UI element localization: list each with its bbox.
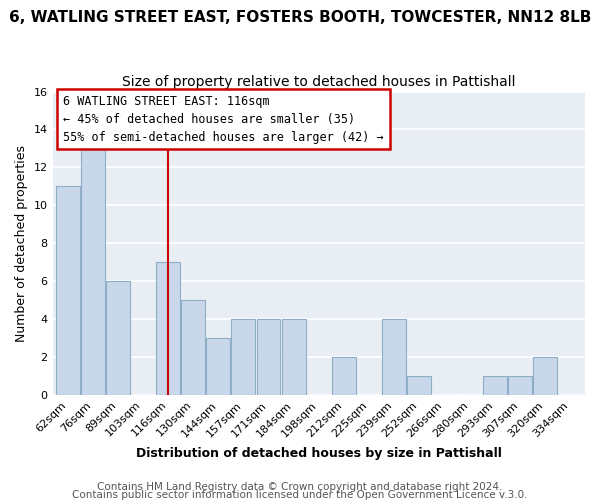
Bar (257, 319, 280, 395)
Bar (332, 357, 356, 395)
Bar (156, 262, 180, 395)
Bar (206, 338, 230, 395)
Bar (81, 148, 104, 395)
Bar (533, 357, 557, 395)
Y-axis label: Number of detached properties: Number of detached properties (15, 144, 28, 342)
Bar (282, 319, 305, 395)
Bar (382, 319, 406, 395)
Text: 6 WATLING STREET EAST: 116sqm
← 45% of detached houses are smaller (35)
55% of s: 6 WATLING STREET EAST: 116sqm ← 45% of d… (63, 94, 384, 144)
Bar (232, 319, 256, 395)
Text: Contains public sector information licensed under the Open Government Licence v.: Contains public sector information licen… (72, 490, 528, 500)
Text: 6, WATLING STREET EAST, FOSTERS BOOTH, TOWCESTER, NN12 8LB: 6, WATLING STREET EAST, FOSTERS BOOTH, T… (9, 10, 591, 25)
Bar (482, 376, 506, 395)
Bar (508, 376, 532, 395)
Bar (181, 300, 205, 395)
X-axis label: Distribution of detached houses by size in Pattishall: Distribution of detached houses by size … (136, 447, 502, 460)
Bar (407, 376, 431, 395)
Bar (106, 281, 130, 395)
Text: Contains HM Land Registry data © Crown copyright and database right 2024.: Contains HM Land Registry data © Crown c… (97, 482, 503, 492)
Bar (56, 186, 80, 395)
Title: Size of property relative to detached houses in Pattishall: Size of property relative to detached ho… (122, 75, 515, 89)
